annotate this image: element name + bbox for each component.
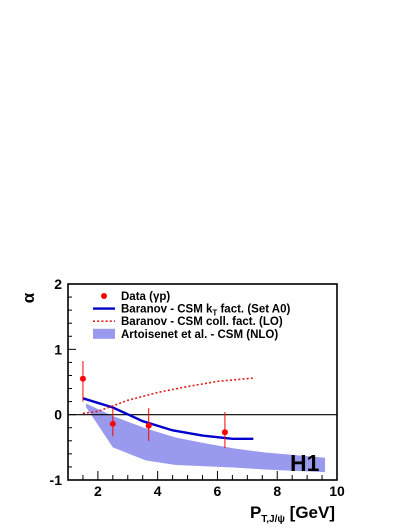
legend-item-band: Artoisenet et al. - CSM (NLO)	[93, 328, 278, 341]
data-point	[79, 361, 86, 402]
x-tick-label: 10	[329, 483, 345, 499]
x-tick-label: 6	[214, 483, 222, 499]
y-tick-label: 1	[54, 341, 62, 357]
legend-label-coll: Baranov - CSM coll. fact. (LO)	[121, 316, 283, 328]
data-marker	[79, 375, 86, 382]
legend: Data (γp)Baranov - CSM kT fact. (Set A0)…	[93, 291, 291, 341]
x-tick-label: 2	[94, 483, 102, 499]
data-points-layer	[79, 361, 228, 448]
legend-item-coll: Baranov - CSM coll. fact. (LO)	[93, 316, 283, 328]
data-marker	[145, 422, 152, 429]
legend-item-kt: Baranov - CSM kT fact. (Set A0)	[93, 304, 291, 318]
nlo-band-layer	[85, 403, 326, 473]
legend-label-kt: Baranov - CSM kT fact. (Set A0)	[121, 304, 291, 318]
data-point	[145, 408, 152, 441]
axis-ticks: 2 4 6 8 10 -1 0 1 2	[50, 276, 345, 499]
y-tick-label: 2	[54, 276, 62, 292]
y-tick-label: 0	[54, 407, 62, 423]
data-marker	[109, 420, 116, 427]
y-axis-label: α	[19, 292, 38, 303]
legend-swatch-band	[93, 328, 115, 339]
curve-coll	[82, 377, 254, 415]
data-point	[109, 408, 116, 437]
series-layer	[82, 377, 254, 441]
legend-item-data: Data (γp)	[101, 291, 170, 303]
data-marker	[221, 429, 228, 436]
legend-marker-data	[101, 293, 107, 299]
curve-kt	[82, 397, 254, 441]
data-point	[221, 412, 228, 448]
x-axis-label: PT,J/ψ [GeV]	[250, 503, 335, 525]
y-tick-label: -1	[50, 472, 63, 488]
h1-badge: H1	[290, 450, 320, 476]
legend-label-data: Data (γp)	[121, 291, 170, 303]
legend-label-band: Artoisenet et al. - CSM (NLO)	[121, 329, 278, 341]
x-tick-label: 8	[273, 483, 281, 499]
x-tick-label: 4	[154, 483, 162, 499]
nlo-band	[85, 403, 326, 473]
